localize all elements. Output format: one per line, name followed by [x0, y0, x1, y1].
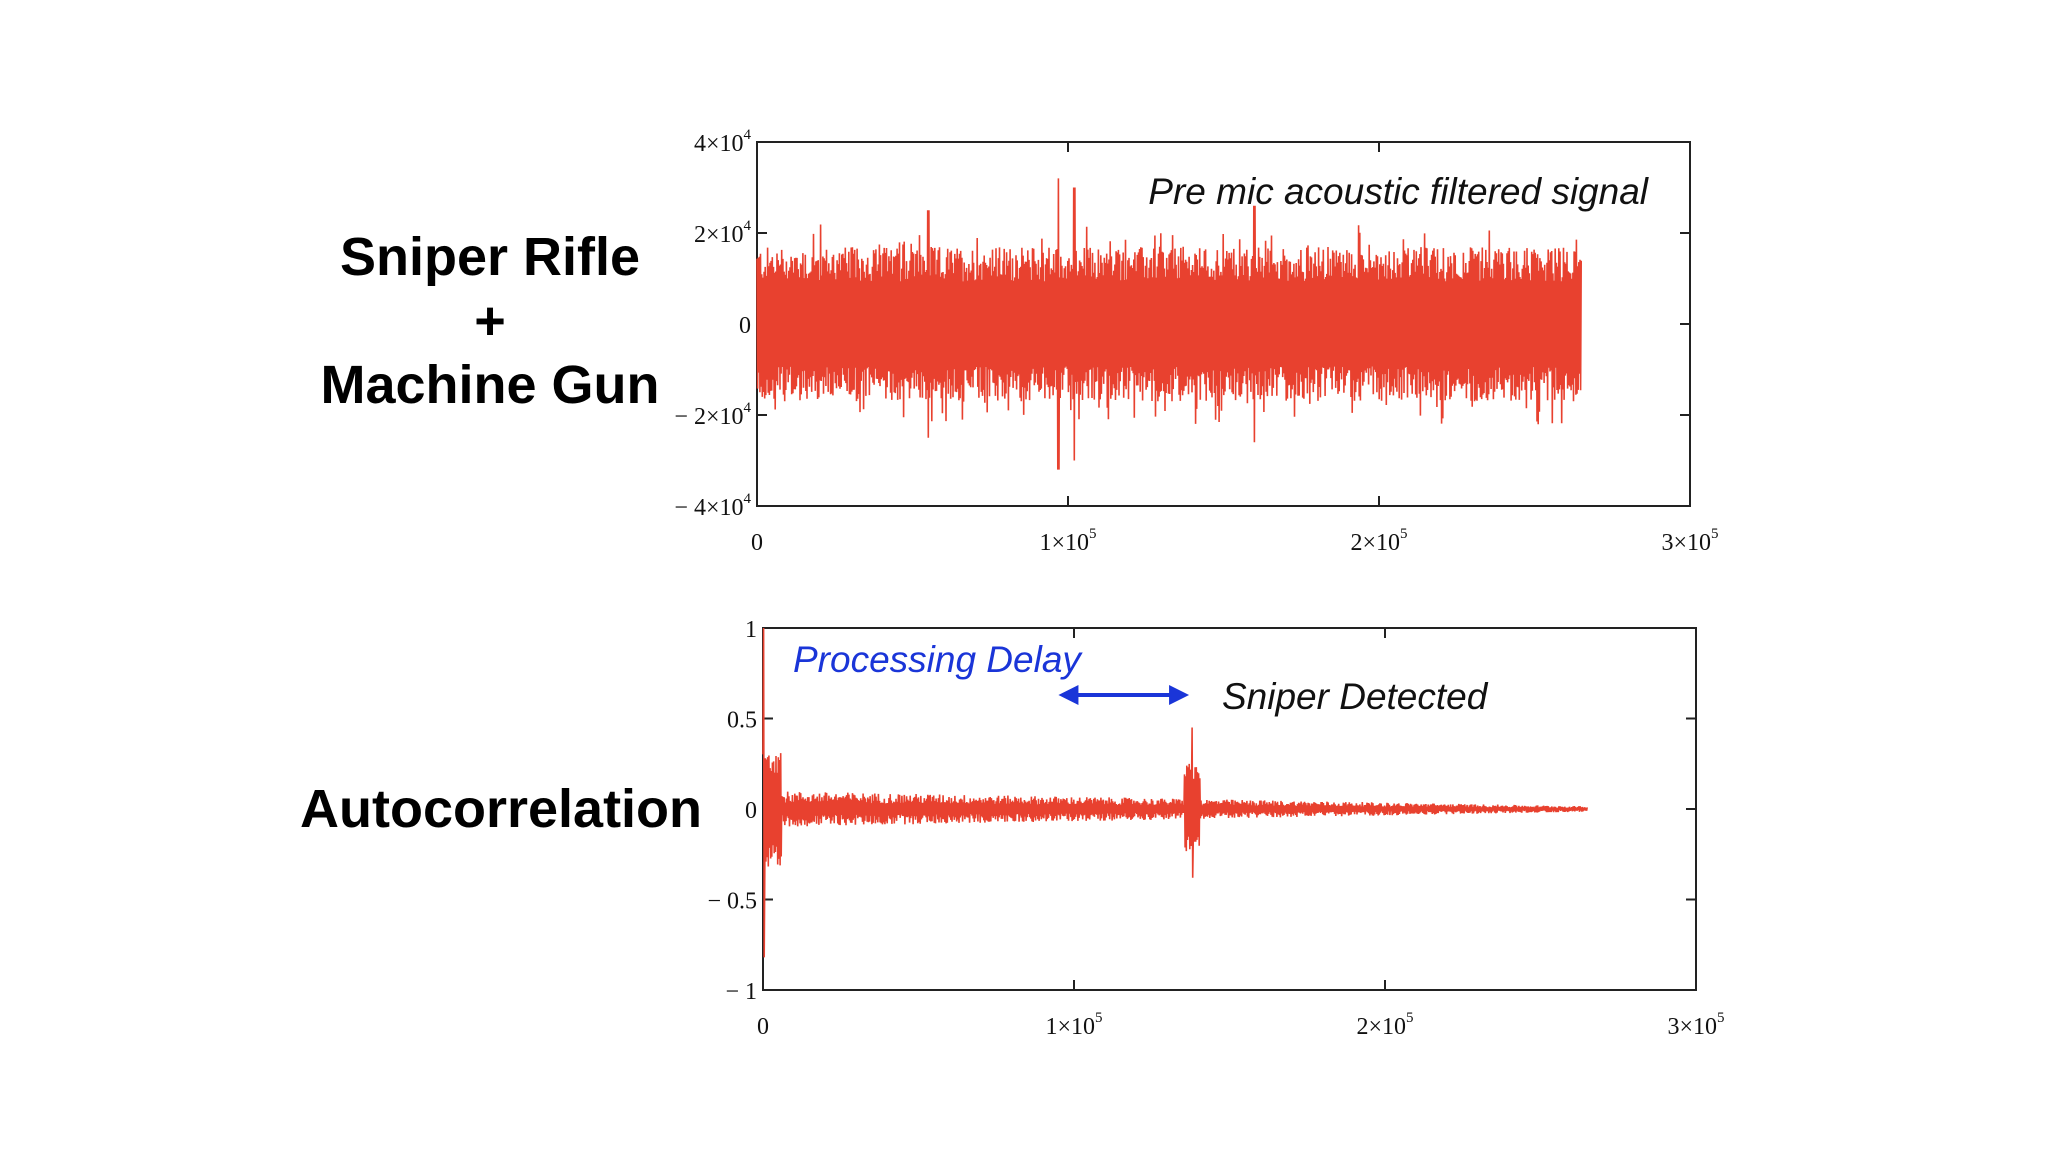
- x-tick-label: 0: [757, 1014, 769, 1040]
- y-tick-label: − 4×104: [674, 491, 751, 521]
- autocorrelation-chart: 0 1×105 2×105 3×105 1 0.5 0 − 0.5 − 1 Processing …: [707, 617, 1724, 1040]
- x-tick-label: 2×105: [1350, 526, 1407, 556]
- x-tick-label: 2×105: [1356, 1010, 1413, 1040]
- y-tick-label: − 1: [725, 979, 757, 1005]
- annotation-sniper-detected: Sniper Detected: [1222, 676, 1489, 717]
- y-tick-label: 0: [745, 798, 757, 824]
- x-tick-label: 1×105: [1045, 1010, 1102, 1040]
- x-tick-label: 1×105: [1039, 526, 1096, 556]
- x-tick-label: 0: [751, 530, 763, 556]
- top-chart-label: Sniper Rifle + Machine Gun: [300, 230, 680, 422]
- x-tick-label: 3×105: [1667, 1010, 1724, 1040]
- signal-series-line: [756, 178, 1582, 470]
- y-tick-label: 0: [739, 313, 751, 339]
- y-tick-label: 2×104: [694, 218, 752, 248]
- x-tick-label: 3×105: [1661, 526, 1718, 556]
- y-tick-label: 4×104: [694, 127, 752, 157]
- y-tick-label: − 0.5: [707, 889, 757, 915]
- y-tick-label: − 2×104: [674, 400, 751, 430]
- autocorrelation-series-line: [762, 627, 1588, 958]
- label-line-sniper-rifle: Sniper Rifle: [339, 227, 641, 287]
- label-line-plus: +: [474, 291, 506, 351]
- annotation-pre-mic: Pre mic acoustic filtered signal: [1148, 171, 1649, 212]
- bottom-chart-label: Autocorrelation: [300, 779, 703, 839]
- y-tick-label: 0.5: [727, 708, 757, 734]
- acoustic-signal-chart: 0 1×105 2×105 3×105 4×104 2×104 0 − 2×104 − 4×10…: [674, 127, 1718, 556]
- y-tick-label: 1: [745, 617, 757, 643]
- label-line-machine-gun: Machine Gun: [320, 355, 660, 415]
- processing-delay-arrow: [1058, 685, 1190, 705]
- annotation-processing-delay: Processing Delay: [793, 639, 1083, 680]
